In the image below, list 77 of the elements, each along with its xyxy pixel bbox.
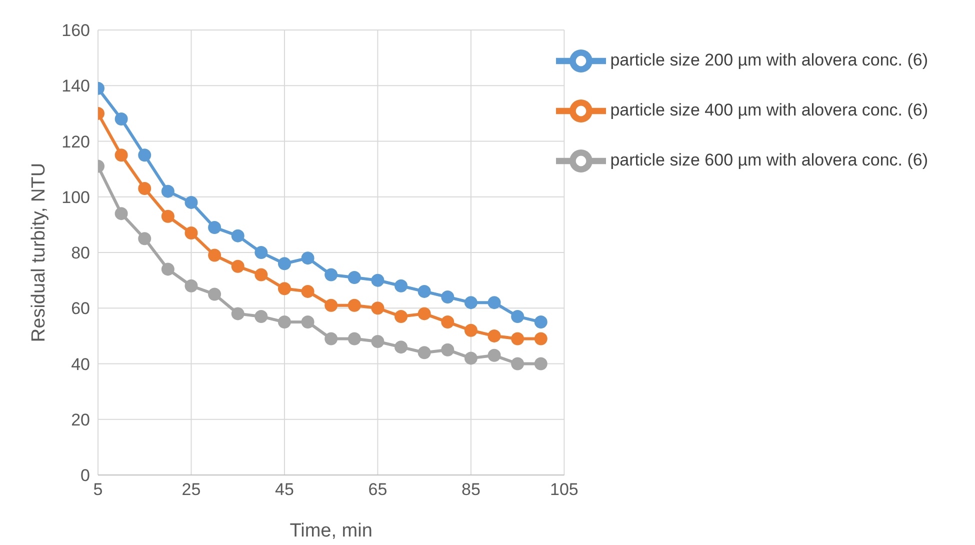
x-tick-label: 105 — [550, 480, 578, 500]
point — [278, 282, 291, 296]
point — [254, 268, 268, 282]
point — [138, 232, 152, 246]
point — [441, 290, 454, 304]
point — [488, 329, 501, 342]
x-tick-label: 65 — [368, 480, 388, 500]
point — [534, 332, 548, 346]
point — [114, 112, 128, 126]
point — [254, 310, 268, 323]
point — [324, 332, 338, 346]
legend-label: particle size 600 µm with alovera conc. (6) — [610, 150, 928, 170]
point — [301, 252, 314, 265]
point — [184, 196, 198, 209]
point — [394, 310, 408, 323]
point — [511, 357, 524, 370]
point — [348, 332, 361, 346]
point — [278, 316, 291, 329]
point — [254, 246, 268, 259]
y-tick-label: 40 — [71, 354, 90, 374]
legend-label: particle size 400 µm with alovera conc. (6) — [610, 100, 928, 120]
point — [208, 288, 222, 301]
y-tick-label: 60 — [71, 299, 90, 318]
point — [114, 207, 128, 220]
x-tick-label: 45 — [275, 480, 294, 500]
point — [208, 248, 222, 262]
point — [231, 307, 244, 320]
point — [208, 220, 222, 234]
x-tick-label: 5 — [93, 480, 103, 500]
point — [371, 335, 384, 348]
point — [231, 260, 244, 273]
point — [161, 210, 174, 223]
y-tick-label: 80 — [71, 244, 90, 263]
point — [184, 226, 198, 240]
point — [464, 352, 478, 365]
point — [441, 343, 454, 356]
point — [114, 148, 128, 162]
point — [138, 148, 152, 162]
point — [488, 348, 501, 362]
point — [534, 316, 548, 329]
point — [348, 271, 361, 284]
legend-label: particle size 200 µm with alovera conc. (6) — [610, 50, 928, 70]
y-tick-label: 20 — [71, 410, 90, 430]
point — [394, 279, 408, 292]
point — [418, 307, 431, 320]
y-tick-label: 160 — [62, 21, 90, 40]
y-tick-label: 100 — [62, 188, 90, 207]
y-tick-label: 140 — [62, 76, 90, 96]
y-tick-label: 120 — [62, 132, 90, 152]
point — [418, 346, 431, 360]
point — [441, 316, 454, 329]
point — [371, 302, 384, 315]
point — [488, 296, 501, 310]
point — [534, 357, 548, 370]
y-axis-title: Residual turbity, NTU — [28, 162, 50, 342]
point — [184, 279, 198, 292]
point — [511, 310, 524, 323]
point — [464, 296, 478, 310]
x-axis-title: Time, min — [290, 520, 372, 542]
y-tick-label: 0 — [80, 466, 90, 486]
point — [464, 324, 478, 337]
point — [511, 332, 524, 346]
point — [161, 184, 174, 198]
x-tick-label: 85 — [461, 480, 480, 500]
point — [301, 316, 314, 329]
x-tick-label: 25 — [182, 480, 201, 500]
point — [161, 262, 174, 276]
point — [394, 340, 408, 354]
point — [138, 182, 152, 196]
point — [348, 298, 361, 312]
point — [371, 274, 384, 287]
point — [301, 284, 314, 298]
point — [324, 268, 338, 282]
point — [278, 257, 291, 270]
point — [418, 284, 431, 298]
point — [324, 298, 338, 312]
point — [231, 229, 244, 242]
